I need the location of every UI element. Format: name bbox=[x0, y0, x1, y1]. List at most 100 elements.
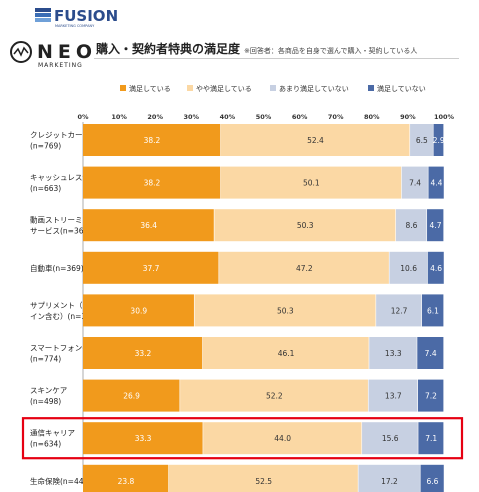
data-label: 52.2 bbox=[266, 392, 283, 401]
x-tick-label: 100% bbox=[434, 113, 455, 121]
bar-segment bbox=[389, 251, 428, 284]
data-label: 13.3 bbox=[385, 349, 402, 358]
neo-logo-tagline: MARKETING bbox=[38, 62, 83, 69]
data-label: 7.4 bbox=[425, 349, 437, 358]
category-label: (n=774) bbox=[30, 355, 61, 364]
data-label: 50.1 bbox=[303, 179, 320, 188]
bar-segment bbox=[83, 166, 221, 199]
bar-segment bbox=[395, 209, 427, 242]
data-label: 4.4 bbox=[430, 179, 442, 188]
bar-segment bbox=[83, 379, 180, 412]
bar-segment bbox=[219, 251, 389, 284]
bar-segment bbox=[418, 379, 444, 412]
legend-label: やや満足している bbox=[196, 85, 252, 93]
data-label: 44.0 bbox=[274, 434, 291, 443]
category-label: スキンケア bbox=[30, 386, 67, 395]
bar-segment bbox=[83, 294, 194, 327]
data-label: 33.2 bbox=[135, 349, 152, 358]
bar-segment bbox=[427, 209, 444, 242]
data-label: 38.2 bbox=[144, 179, 161, 188]
bar-segment bbox=[427, 251, 444, 284]
data-label: 46.1 bbox=[278, 349, 295, 358]
bar-segment bbox=[362, 422, 418, 455]
chart-title: 購入・契約者特典の満足度 bbox=[96, 42, 241, 56]
x-tick-label: 30% bbox=[184, 113, 200, 121]
bar-segment bbox=[83, 251, 219, 284]
bar-segment bbox=[83, 337, 203, 369]
chart-subtitle: ※回答者：各商品を自身で選んで購入・契約している人 bbox=[244, 47, 418, 55]
neo-logo-mark bbox=[10, 41, 32, 63]
bar-segment bbox=[194, 294, 376, 327]
neo-logo-text: NEO bbox=[37, 41, 97, 63]
data-label: 6.5 bbox=[416, 136, 428, 145]
x-tick-label: 40% bbox=[220, 113, 236, 121]
bar-segment bbox=[203, 422, 362, 455]
x-tick-label: 90% bbox=[400, 113, 416, 121]
bar-segment bbox=[418, 422, 444, 455]
bar-segment bbox=[168, 464, 358, 492]
bar-segment bbox=[214, 209, 396, 242]
data-label: 8.6 bbox=[406, 221, 418, 230]
data-label: 26.9 bbox=[123, 392, 140, 401]
bar-segment bbox=[420, 464, 444, 492]
legend-label: 満足している bbox=[129, 85, 171, 93]
data-label: 13.7 bbox=[385, 392, 402, 401]
category-label: (n=663) bbox=[30, 184, 61, 193]
category-label: 動画ストリーミング bbox=[30, 215, 98, 225]
data-label: 12.7 bbox=[391, 306, 408, 315]
bar-segment bbox=[421, 294, 444, 327]
x-tick-label: 50% bbox=[256, 113, 272, 121]
data-label: 23.8 bbox=[118, 477, 135, 486]
legend-label: 満足していない bbox=[377, 85, 426, 93]
data-label: 36.4 bbox=[140, 221, 157, 230]
bar-segment bbox=[180, 379, 368, 412]
legend-swatch bbox=[368, 85, 374, 91]
data-label: 52.4 bbox=[307, 136, 324, 145]
bar-segment bbox=[83, 124, 221, 156]
highlight-box bbox=[21, 417, 464, 460]
data-label: 7.4 bbox=[409, 179, 421, 188]
bar-segment bbox=[358, 464, 420, 492]
data-label: 17.2 bbox=[381, 477, 398, 486]
data-label: 50.3 bbox=[277, 306, 294, 315]
bar-segment bbox=[83, 464, 169, 492]
legend-swatch bbox=[187, 85, 193, 91]
x-tick-label: 20% bbox=[147, 113, 163, 121]
legend-swatch bbox=[120, 85, 126, 91]
data-label: 7.1 bbox=[425, 434, 437, 443]
x-tick-label: 10% bbox=[111, 113, 127, 121]
bar-segment bbox=[368, 379, 418, 412]
bar-segment bbox=[428, 166, 444, 199]
category-label: クレジットカード bbox=[30, 131, 90, 140]
data-label: 33.3 bbox=[135, 434, 152, 443]
bar-segment bbox=[83, 209, 214, 242]
bar-segment bbox=[410, 124, 433, 156]
data-label: 4.6 bbox=[430, 264, 442, 273]
bar-segment bbox=[220, 124, 410, 156]
fusion-logo-text: FUSION bbox=[54, 7, 118, 25]
data-label: 6.1 bbox=[427, 306, 439, 315]
category-label: (n=634) bbox=[30, 440, 61, 449]
bar-segment bbox=[376, 294, 422, 327]
category-label: サプリメント（プロテ bbox=[30, 301, 105, 310]
category-label: イン含む）(n=362) bbox=[30, 311, 99, 321]
fusion-logo-tagline: MARKETING COMPANY bbox=[55, 24, 95, 28]
bar-segment bbox=[369, 337, 417, 369]
data-label: 30.9 bbox=[130, 306, 147, 315]
chart-title-line: 購入・契約者特典の満足度 ※回答者：各商品を自身で選んで購入・契約している人 bbox=[96, 40, 417, 57]
data-label: 2.9 bbox=[433, 136, 445, 145]
category-label: (n=769) bbox=[30, 142, 61, 151]
title-divider bbox=[94, 58, 459, 59]
legend-label: あまり満足していない bbox=[279, 85, 349, 93]
bar-segment bbox=[417, 337, 444, 369]
data-label: 6.6 bbox=[426, 477, 438, 486]
x-tick-label: 70% bbox=[328, 113, 344, 121]
data-label: 38.2 bbox=[144, 136, 161, 145]
category-label: スマートフォンの機種 bbox=[30, 343, 105, 353]
data-label: 10.6 bbox=[400, 264, 417, 273]
data-label: 4.7 bbox=[430, 221, 442, 230]
fusion-logo-mark bbox=[35, 8, 51, 22]
bar-segment bbox=[401, 166, 428, 199]
category-label: 通信キャリア bbox=[30, 428, 75, 438]
